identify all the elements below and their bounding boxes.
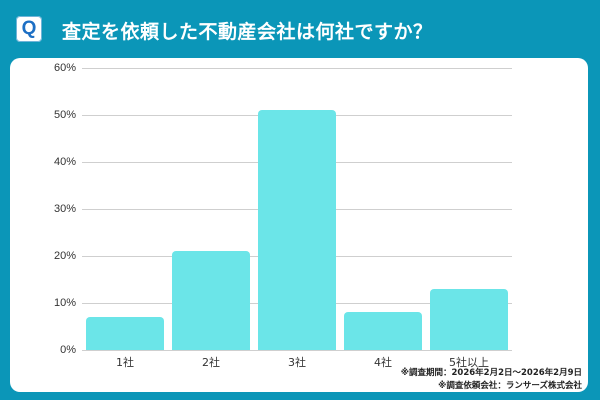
x-tick-label: 1社 (116, 356, 134, 369)
y-tick-label: 10% (53, 297, 76, 309)
bar (86, 317, 164, 350)
survey-client-note: ※調査依頼会社：ランサーズ株式会社 (438, 381, 582, 391)
bar (172, 251, 250, 350)
x-tick-label: 3社 (288, 356, 306, 369)
x-tick-label: 2社 (202, 356, 220, 369)
bar (344, 312, 422, 350)
plot-area (82, 68, 512, 351)
chart-title: 査定を依頼した不動産会社は何社ですか？ (62, 21, 433, 43)
y-tick-label: 50% (53, 109, 76, 121)
header: Q 査定を依頼した不動産会社は何社ですか？ (0, 0, 600, 58)
y-tick-label: 0% (60, 344, 76, 356)
gridline (82, 68, 512, 69)
gridline (82, 350, 512, 351)
bar (430, 288, 508, 350)
y-tick-label: 40% (53, 156, 76, 168)
y-tick-label: 60% (53, 62, 76, 74)
y-tick-label: 20% (53, 250, 76, 262)
x-tick-label: 5社以上 (449, 356, 489, 369)
survey-period-note: ※調査期間：2026年2月2日〜2026年2月9日 (400, 368, 582, 378)
y-tick-label: 30% (53, 203, 76, 215)
x-tick-label: 4社 (374, 356, 392, 369)
question-icon: Q (16, 16, 42, 42)
bar (258, 110, 336, 350)
